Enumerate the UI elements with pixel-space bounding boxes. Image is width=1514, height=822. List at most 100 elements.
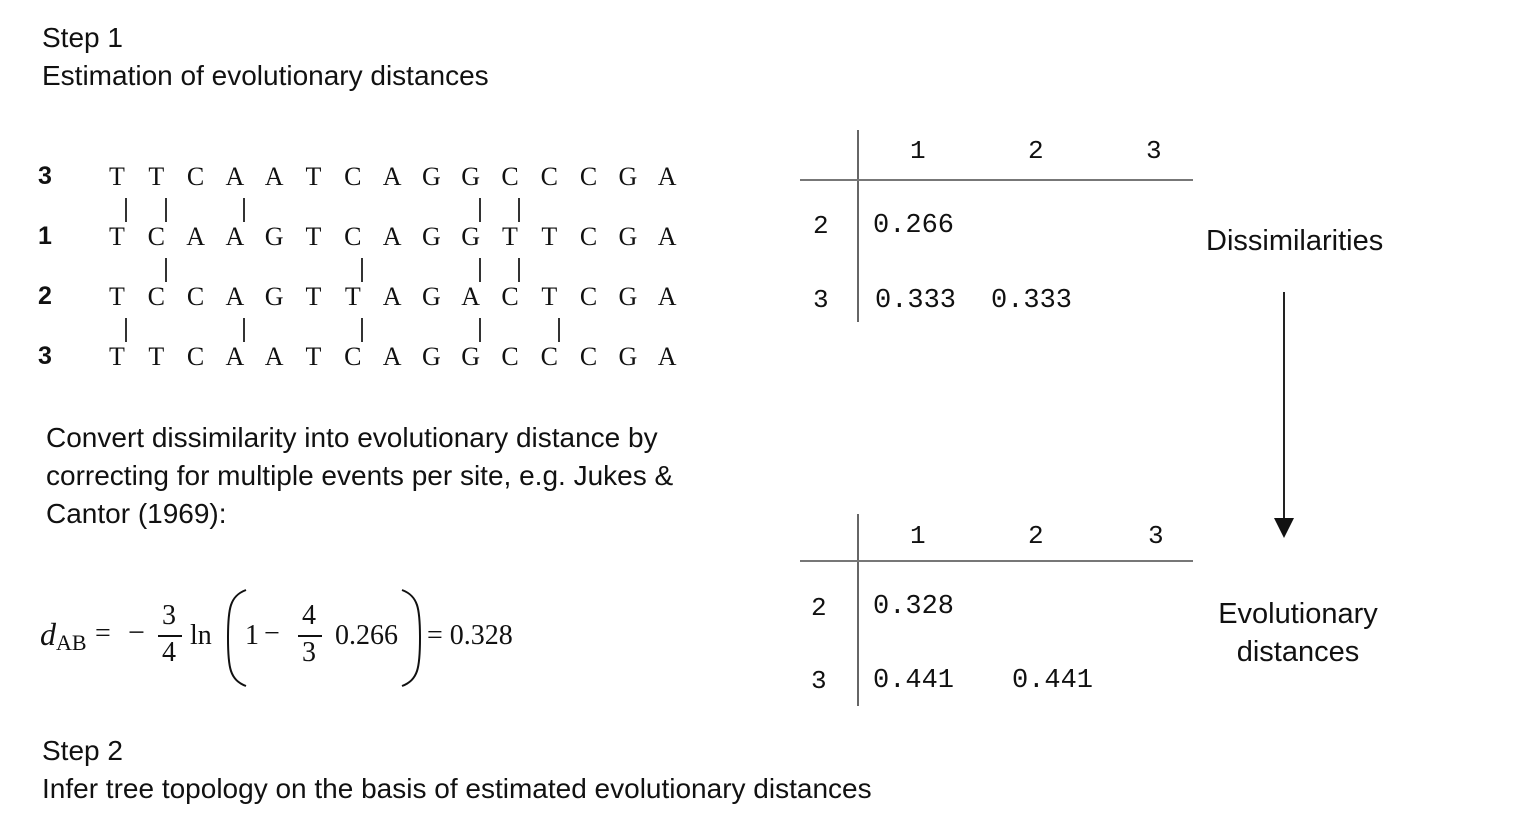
nucleotide: A <box>657 222 677 251</box>
fraction1-numerator: 3 <box>162 600 176 631</box>
nucleotide: C <box>501 282 519 311</box>
nucleotide: T <box>305 222 322 251</box>
nucleotide: G <box>618 222 638 251</box>
down-arrow-icon <box>1274 518 1294 538</box>
nucleotide: C <box>147 222 165 251</box>
right-paren <box>401 589 422 687</box>
mismatch-tick <box>557 318 560 342</box>
table-vertical-divider <box>857 130 859 322</box>
table-cell: 0.333 <box>875 286 957 316</box>
mismatch-tick <box>479 198 481 222</box>
table-horizontal-divider <box>800 560 1193 562</box>
dissimilarities-label: Dissimilarities <box>1206 225 1384 257</box>
nucleotide: C <box>579 162 598 191</box>
nucleotide: C <box>579 222 598 251</box>
nucleotide: T <box>344 282 361 311</box>
step1-title: Estimation of evolutionary distances <box>42 60 489 91</box>
nucleotide: G <box>264 282 284 311</box>
table-cell: 0.328 <box>873 592 955 622</box>
fraction1-bar <box>158 635 182 637</box>
nucleotide: G <box>461 342 481 371</box>
nucleotide: G <box>618 342 638 371</box>
formula-d: d <box>40 616 56 652</box>
nucleotide: C <box>540 342 558 371</box>
nucleotide: C <box>579 282 598 311</box>
nucleotide: A <box>225 282 245 311</box>
nucleotide: C <box>579 342 598 371</box>
nucleotide: A <box>657 342 677 371</box>
nucleotide: C <box>344 222 362 251</box>
evolutionary-label-line2: distances <box>1236 636 1360 668</box>
nucleotide: T <box>109 162 125 191</box>
table-horizontal-divider <box>800 179 1193 181</box>
mismatch-tick <box>164 258 167 282</box>
col-header: 3 <box>1148 521 1164 551</box>
col-header: 3 <box>1146 136 1162 166</box>
nucleotide: G <box>618 162 638 191</box>
nucleotide: A <box>264 162 284 191</box>
row-header: 2 <box>811 593 827 623</box>
nucleotide: C <box>186 282 205 311</box>
step2-title: Infer tree topology on the basis of esti… <box>42 773 872 804</box>
nucleotide: T <box>109 342 125 371</box>
nucleotide: G <box>422 342 441 371</box>
col-header: 1 <box>910 136 926 166</box>
col-header: 2 <box>1028 521 1044 551</box>
sequence-id: 3 <box>38 342 52 370</box>
nucleotide: C <box>186 162 205 191</box>
nucleotide: T <box>305 162 322 191</box>
nucleotide: T <box>109 222 125 251</box>
fraction2-bar <box>298 635 322 637</box>
formula-subscript: AB <box>56 630 87 655</box>
mismatch-tick <box>164 198 167 222</box>
table-cell: 0.441 <box>1012 666 1094 696</box>
nucleotide: T <box>305 282 322 311</box>
nucleotide: G <box>422 282 441 311</box>
formula-value: 0.266 <box>335 620 398 651</box>
nucleotide: C <box>501 342 519 371</box>
mismatch-tick <box>518 258 521 282</box>
row-header: 3 <box>811 666 827 696</box>
nucleotide: A <box>225 162 245 191</box>
formula-minus2: − <box>264 618 280 649</box>
nucleotide: A <box>382 282 402 311</box>
sequence-id: 1 <box>38 222 52 250</box>
nucleotide: A <box>225 222 245 251</box>
table-cell: 0.266 <box>873 211 955 241</box>
mismatch-tick <box>243 318 246 342</box>
nucleotide: G <box>422 162 441 191</box>
nucleotide: G <box>264 222 284 251</box>
fraction2-numerator: 4 <box>302 600 316 631</box>
nucleotide: C <box>540 162 558 191</box>
mismatch-tick <box>125 318 128 342</box>
nucleotide: A <box>657 282 677 311</box>
nucleotide: A <box>186 222 205 251</box>
nucleotide: A <box>382 162 402 191</box>
mismatch-tick <box>243 198 246 222</box>
mismatch-tick <box>125 198 128 222</box>
nucleotide: T <box>541 222 558 251</box>
fraction2-denominator: 3 <box>302 637 316 668</box>
nucleotide: C <box>501 162 519 191</box>
nucleotide: A <box>657 162 677 191</box>
nucleotide: T <box>502 222 518 251</box>
jukes-cantor-formula: d AB = − 3 4 ln 1 − 4 3 0.266 = 0.328 <box>40 586 540 696</box>
nucleotide: A <box>264 342 284 371</box>
mismatch-tick <box>518 198 521 222</box>
formula-result: = 0.328 <box>427 620 513 651</box>
mismatch-tick <box>361 318 364 342</box>
formula-equals: = <box>95 618 111 649</box>
fraction1-denominator: 4 <box>162 637 176 668</box>
nucleotide: G <box>461 222 481 251</box>
step1-label: Step 1 <box>42 22 123 53</box>
formula-minus: − <box>128 616 145 649</box>
table-vertical-divider <box>857 514 859 706</box>
nucleotide: T <box>109 282 125 311</box>
mismatch-tick <box>361 258 364 282</box>
formula-ln: ln <box>190 620 212 651</box>
formula-one: 1 <box>245 620 259 651</box>
nucleotide: T <box>148 162 165 191</box>
nucleotide: C <box>344 162 362 191</box>
nucleotide: G <box>461 162 481 191</box>
left-paren <box>226 589 247 687</box>
